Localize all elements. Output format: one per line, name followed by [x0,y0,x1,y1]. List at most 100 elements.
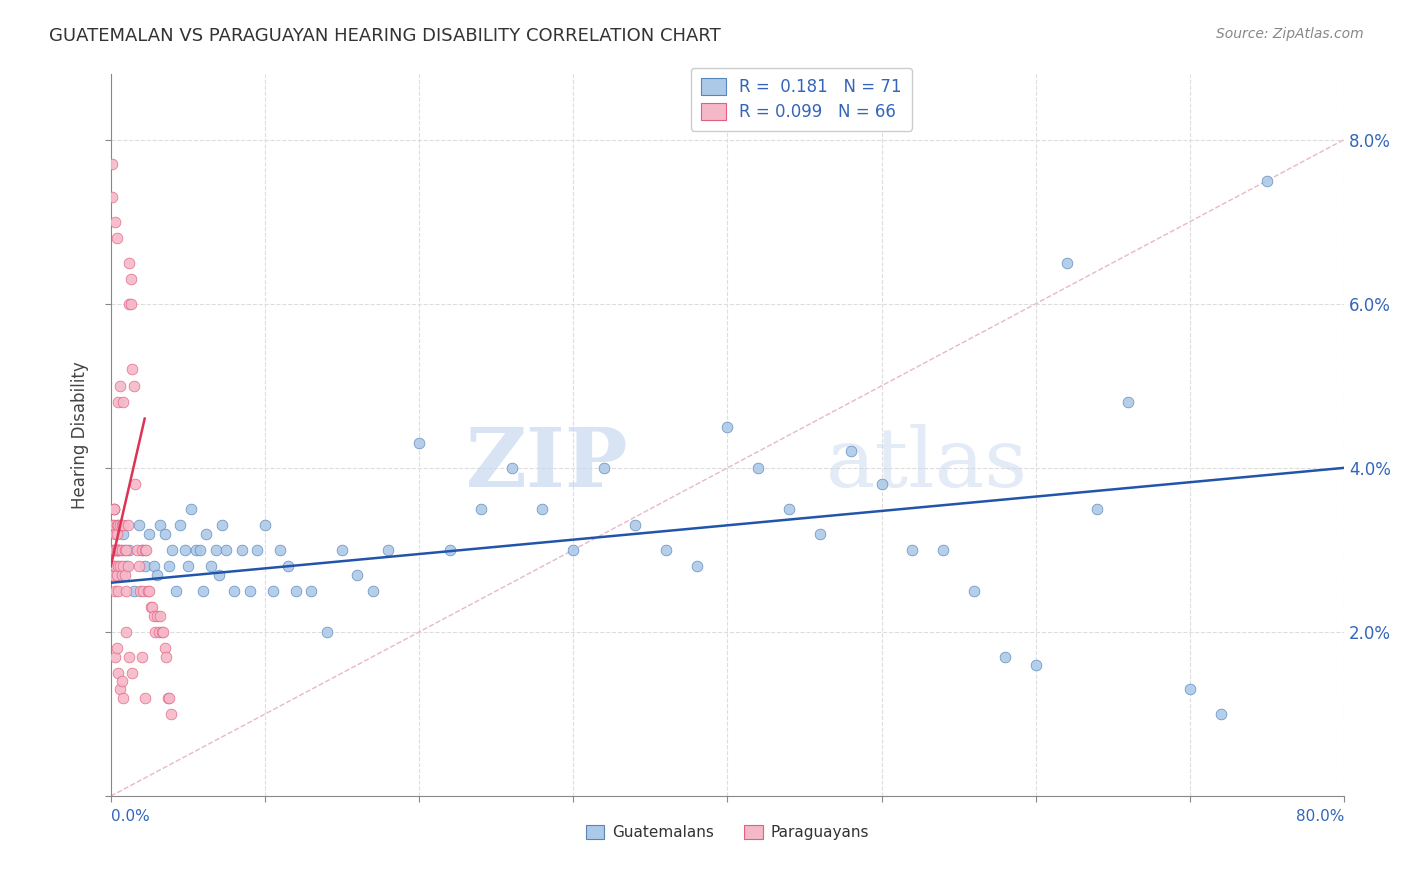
Point [128,518,150,533]
Point [157,690,180,705]
Text: 80.0%: 80.0% [1296,809,1344,824]
Point [901,542,924,557]
Point [153,526,176,541]
Point [562,542,585,557]
Point [253,518,276,533]
Point [193,583,215,598]
Point [531,501,554,516]
Point [624,518,647,533]
Text: atlas: atlas [827,424,1028,504]
Point [107,583,129,598]
Point [299,583,322,598]
Point [121,362,143,376]
Point [146,567,169,582]
Point [107,395,129,409]
Point [101,190,124,204]
Point [112,559,135,574]
Y-axis label: Hearing Disability: Hearing Disability [72,361,89,509]
Point [330,542,353,557]
Point [132,583,155,598]
Point [105,526,128,541]
Point [1209,707,1232,722]
Point [103,501,125,516]
Point [593,460,616,475]
Point [114,542,136,557]
Point [162,542,184,557]
Point [118,649,141,664]
Point [107,518,129,533]
Point [1056,255,1078,269]
Point [103,518,125,533]
Point [932,542,955,557]
Point [716,419,738,434]
Point [284,583,307,598]
Point [115,625,138,640]
Point [121,666,143,681]
Point [105,542,128,557]
Point [108,378,131,392]
Point [103,501,125,516]
Point [1178,682,1201,697]
Point [104,542,127,557]
Point [115,559,138,574]
Point [107,666,129,681]
Point [108,559,131,574]
Point [117,518,139,533]
Point [112,690,135,705]
Point [169,518,191,533]
Point [839,444,862,458]
Legend: R =  0.181   N = 71, R = 0.099   N = 66: R = 0.181 N = 71, R = 0.099 N = 66 [690,68,912,131]
Text: GUATEMALAN VS PARAGUAYAN HEARING DISABILITY CORRELATION CHART: GUATEMALAN VS PARAGUAYAN HEARING DISABIL… [49,27,721,45]
Point [361,583,384,598]
Point [135,542,157,557]
Point [146,608,169,623]
Point [501,460,523,475]
Point [104,559,127,574]
Point [145,625,167,640]
Point [110,518,132,533]
Point [470,501,492,516]
Point [685,559,707,574]
Point [103,501,125,516]
Point [153,641,176,656]
Point [142,608,165,623]
Point [136,583,159,598]
Point [269,542,291,557]
Point [157,559,180,574]
Point [134,542,156,557]
Point [177,559,200,574]
Point [204,542,226,557]
Point [103,542,125,557]
Text: Source: ZipAtlas.com: Source: ZipAtlas.com [1216,27,1364,41]
Point [138,526,160,541]
Point [655,542,678,557]
Point [118,296,141,310]
Point [148,625,170,640]
Point [1256,173,1278,187]
Point [747,460,769,475]
Point [180,501,202,516]
Point [101,157,124,171]
Point [142,559,165,574]
Point [262,583,284,598]
Point [128,559,150,574]
Point [377,542,399,557]
Point [165,583,187,598]
Point [105,641,128,656]
Point [994,649,1017,664]
Point [156,690,179,705]
Point [208,567,231,582]
Point [224,583,246,598]
Point [108,518,131,533]
Point [107,559,129,574]
Point [439,542,461,557]
Point [110,542,132,557]
Point [117,559,139,574]
Point [870,477,893,491]
Point [1116,395,1139,409]
Point [150,625,173,640]
Point [963,583,986,598]
Point [120,272,142,286]
Point [195,526,218,541]
Point [131,649,153,664]
